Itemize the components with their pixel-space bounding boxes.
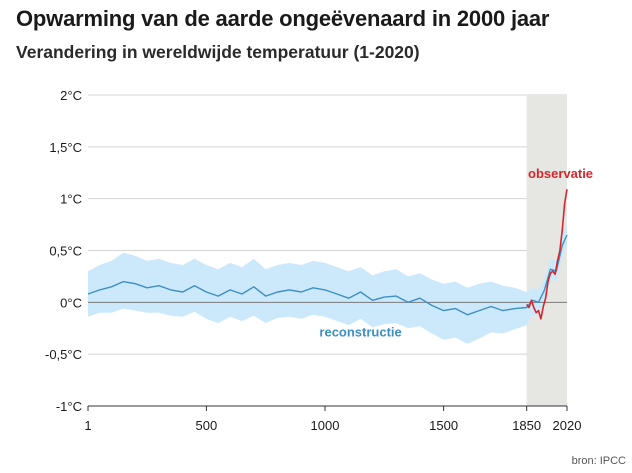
- y-tick-label: -0,5°C: [45, 347, 82, 362]
- x-tick-label: 1000: [311, 418, 340, 433]
- x-tick-label: 1850: [512, 418, 541, 433]
- reconstruction-label: reconstructie: [319, 325, 401, 340]
- x-tick-label: 1500: [429, 418, 458, 433]
- observation-line: [526, 189, 568, 320]
- chart-subtitle: Verandering in wereldwijde temperatuur (…: [16, 42, 420, 62]
- x-tick-label: 500: [196, 418, 218, 433]
- source-credit: bron: IPCC: [571, 455, 626, 467]
- y-tick-label: 1,5°C: [49, 140, 82, 155]
- observation-label: observatie: [528, 166, 593, 181]
- y-tick-label: 1°C: [60, 192, 82, 207]
- y-axis: 2°C 1,5°C 1°C 0,5°C 0°C -0,5°C -1°C: [45, 88, 82, 414]
- y-tick-label: 0°C: [60, 295, 82, 310]
- x-tick-label: 2020: [553, 418, 582, 433]
- x-axis: 1 500 1000 1500 1850 2020: [84, 405, 582, 433]
- grid-lines: [88, 94, 567, 407]
- reconstruction-uncertainty-band: [88, 224, 567, 344]
- y-tick-label: 2°C: [60, 88, 82, 103]
- x-tick-label: 1: [84, 418, 91, 433]
- reconstruction-line: [87, 234, 568, 316]
- y-tick-label: 0,5°C: [49, 244, 82, 259]
- y-tick-label: -1°C: [56, 399, 82, 414]
- chart-title: Opwarming van de aarde ongeëvenaard in 2…: [16, 6, 550, 31]
